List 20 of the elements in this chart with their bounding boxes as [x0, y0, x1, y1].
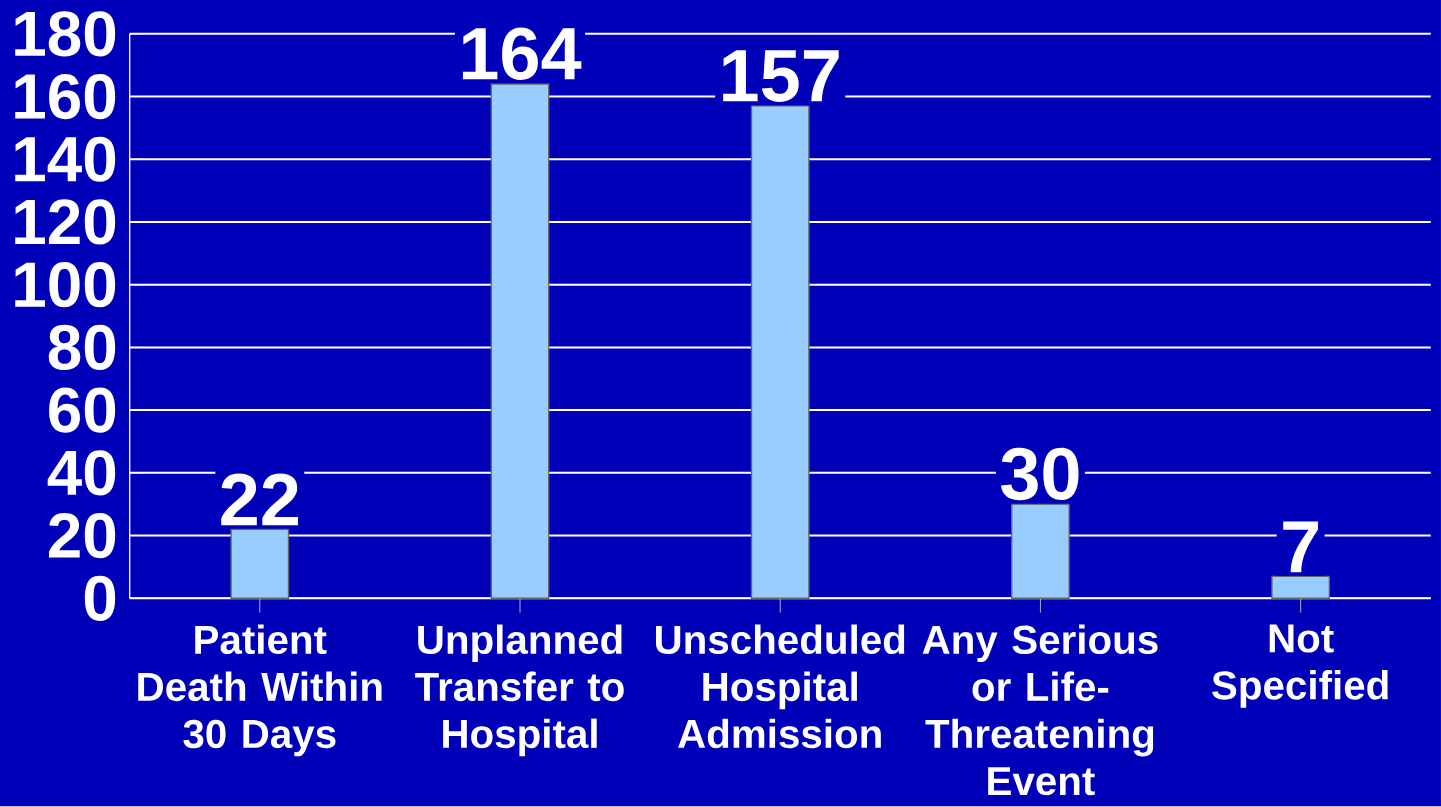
y-tick-label: 120 [15, 199, 116, 245]
x-tick-label: Unscheduled Hospital Admission [655, 624, 905, 749]
x-tick-label: Unplanned Transfer to Hospital [415, 624, 624, 757]
data-label: 22 [221, 473, 298, 526]
y-tick-label: 160 [15, 74, 116, 120]
x-tick-label: Any Serious or Life-Threatening Event [922, 624, 1158, 796]
data-label: 30 [1000, 447, 1079, 501]
data-label: 164 [462, 27, 582, 81]
y-tick-label: 140 [15, 136, 116, 183]
y-tick-label: 80 [48, 325, 116, 371]
y-tick-label: 20 [48, 513, 116, 559]
data-label: 7 [1283, 521, 1318, 573]
y-tick-label: 40 [47, 450, 116, 496]
y-tick-label: 60 [49, 387, 116, 433]
data-label: 157 [723, 50, 839, 103]
x-tick-label: Patient Death Within 30 Days [138, 624, 382, 757]
y-tick-label: 0 [84, 575, 116, 622]
x-tick-label: Not Specified [1212, 624, 1388, 708]
y-tick-label: 100 [15, 262, 116, 308]
y-tick-label: 180 [15, 11, 116, 57]
